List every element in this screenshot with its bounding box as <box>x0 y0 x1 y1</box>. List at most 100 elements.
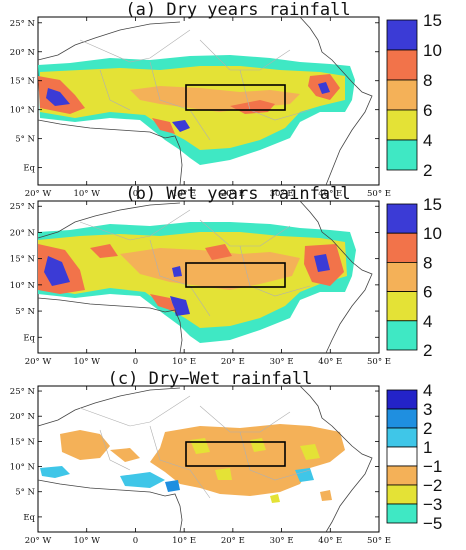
panel-c-coastlines <box>37 385 373 533</box>
panel-c-title: (c) Dry−Wet rainfall <box>108 369 313 389</box>
colorbar-label: 15 <box>423 195 442 214</box>
y-tick-label: 20° N <box>10 412 36 422</box>
x-tick-label: 30° E <box>270 357 294 367</box>
panel-c: (c) Dry−Wet rainfall 20° W 10° W 0 10° E 20°… <box>10 369 443 546</box>
x-tick-label: 10° E <box>172 536 196 546</box>
x-tick-label: 10° W <box>73 536 100 546</box>
x-tick-label: 0 <box>133 536 138 546</box>
y-tick-label: 10° N <box>10 106 36 116</box>
x-tick-label: 50° E <box>367 357 391 367</box>
panel-b-colorbar: 15 10 8 6 4 2 <box>386 195 442 360</box>
y-tick-label: 25° N <box>10 202 36 212</box>
y-tick-label: 25° N <box>10 19 36 29</box>
colorbar-label: 2 <box>423 419 432 438</box>
y-tick-label: Eq <box>23 164 35 174</box>
colorbar-label: −5 <box>423 514 442 533</box>
colorbar-swatch <box>386 408 418 429</box>
y-tick-label: 20° N <box>10 48 36 58</box>
x-tick-label: 10° E <box>172 189 196 199</box>
x-tick-label: 20° E <box>221 189 245 199</box>
colorbar-label: 3 <box>423 400 432 419</box>
y-tick-label: 10° N <box>10 281 36 291</box>
y-tick-label: 5° N <box>15 488 35 498</box>
x-tick-label: 20° W <box>25 357 52 367</box>
x-tick-label: 30° E <box>270 536 294 546</box>
y-tick-label: 20° N <box>10 228 36 238</box>
x-tick-label: 40° E <box>318 536 342 546</box>
y-tick-label: 10° N <box>10 463 36 473</box>
colorbar-label: −3 <box>423 495 442 514</box>
x-tick-label: 50° E <box>367 536 391 546</box>
colorbar-swatch <box>386 389 418 410</box>
panel-c-study-box <box>185 441 286 467</box>
panel-b-rain-field <box>38 222 356 343</box>
colorbar-label: 1 <box>423 438 432 457</box>
colorbar-label: 8 <box>423 253 432 272</box>
colorbar-label: 15 <box>423 11 442 30</box>
colorbar-swatch <box>386 49 418 81</box>
x-tick-label: 40° E <box>318 357 342 367</box>
colorbar-swatch <box>386 320 418 351</box>
colorbar-label: 4 <box>423 312 432 331</box>
panel-c-ticks: 20° W 10° W 0 10° E 20° E 30° E 40° E 50° E 25° … <box>10 386 391 546</box>
colorbar-swatch <box>386 232 418 263</box>
colorbar-label: 4 <box>423 381 432 400</box>
colorbar-swatch <box>386 139 418 171</box>
panel-c-borders <box>79 395 311 499</box>
panel-b-study-box <box>185 262 286 288</box>
colorbar-swatch <box>386 79 418 111</box>
x-tick-label: 20° W <box>25 536 52 546</box>
x-tick-label: 10° W <box>73 357 100 367</box>
x-tick-label: 40° E <box>318 189 342 199</box>
x-tick-label: 10° E <box>172 357 196 367</box>
colorbar-label: 6 <box>423 283 432 302</box>
x-tick-label: 30° E <box>270 189 294 199</box>
panel-a-coastlines <box>37 16 373 186</box>
panel-a-title: (a) Dry years rainfall <box>125 0 350 20</box>
y-tick-label: 15° N <box>10 437 36 447</box>
colorbar-label: 2 <box>423 161 432 180</box>
y-tick-label: 5° N <box>15 135 35 145</box>
y-tick-label: 15° N <box>10 255 36 265</box>
panel-b-title: (b) Wet years rainfall <box>125 184 350 204</box>
colorbar-swatch <box>386 465 418 486</box>
y-tick-label: 5° N <box>15 307 35 317</box>
colorbar-swatch <box>386 203 418 234</box>
x-tick-label: 0 <box>133 189 138 199</box>
colorbar-label: −1 <box>423 457 442 476</box>
x-tick-label: 10° W <box>73 189 100 199</box>
y-tick-label: Eq <box>23 513 35 523</box>
panel-a-ticks: 20° W 10° W 0 10° E 20° E 30° E 40° E 50° E 25° … <box>10 17 391 199</box>
colorbar-swatch <box>386 261 418 292</box>
colorbar-swatch <box>386 446 418 467</box>
panel-b-borders <box>79 209 311 317</box>
y-tick-label: 15° N <box>10 77 36 87</box>
colorbar-swatch <box>386 109 418 141</box>
x-tick-label: 20° E <box>221 357 245 367</box>
colorbar-label: 2 <box>423 341 432 360</box>
panel-b-ticks: 20° W 10° W 0 10° E 20° E 30° E 40° E 50° E 25° … <box>10 201 391 367</box>
y-tick-label: 25° N <box>10 387 36 397</box>
colorbar-label: 4 <box>423 131 432 150</box>
colorbar-swatch <box>386 503 418 524</box>
y-tick-label: Eq <box>23 333 35 343</box>
x-tick-label: 0 <box>133 357 138 367</box>
panel-a-study-box <box>185 84 286 111</box>
colorbar-label: 10 <box>423 41 442 60</box>
colorbar-swatch <box>386 19 418 51</box>
colorbar-swatch <box>386 291 418 322</box>
colorbar-swatch <box>386 427 418 448</box>
colorbar-swatch <box>386 484 418 505</box>
colorbar-label: −2 <box>423 476 442 495</box>
x-tick-label: 20° E <box>221 536 245 546</box>
colorbar-label: 6 <box>423 101 432 120</box>
x-tick-label: 20° W <box>25 189 52 199</box>
colorbar-label: 8 <box>423 71 432 90</box>
x-tick-label: 50° E <box>367 189 391 199</box>
panel-a-borders <box>79 29 311 141</box>
panel-a-colorbar: 15 10 8 6 4 2 <box>386 11 442 180</box>
